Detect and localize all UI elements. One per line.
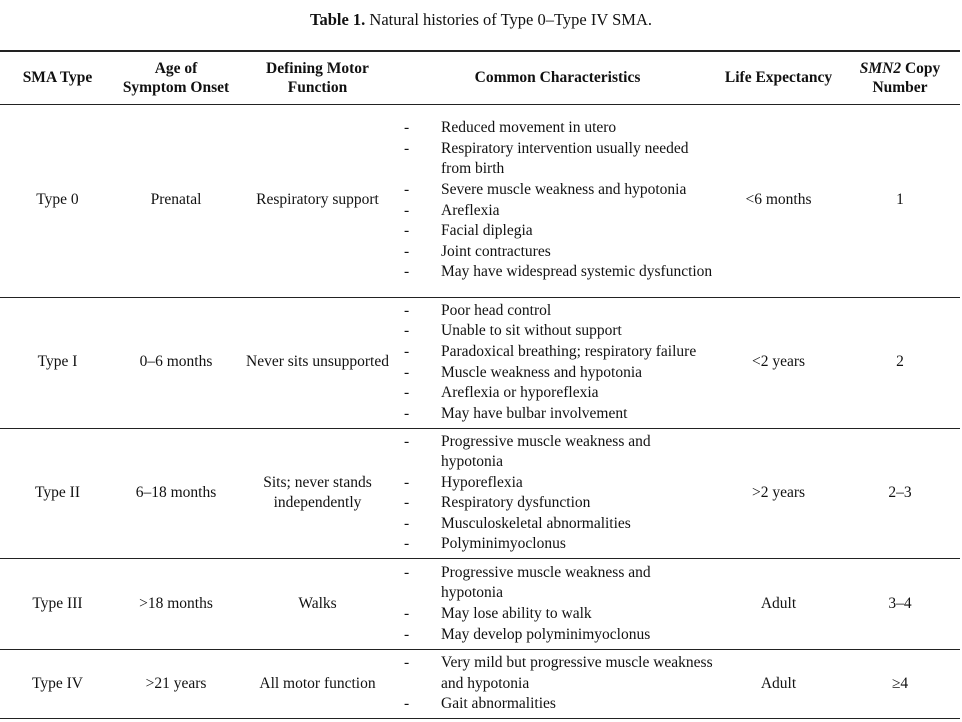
characteristic: Polyminimyoclonus	[404, 534, 713, 555]
motor-function: Walks	[298, 594, 337, 612]
characteristic: May lose ability to walk	[404, 604, 713, 625]
onset: 6–18 months	[135, 483, 217, 501]
characteristic: Musculoskeletal abnormalities	[404, 514, 713, 535]
onset: 0–6 months	[139, 353, 213, 371]
characteristic: Very mild but progressive muscle weaknes…	[404, 653, 713, 694]
header-text: SMN2	[859, 59, 902, 77]
header-text: Defining Motor Function	[266, 59, 369, 96]
sma-type: Type I	[37, 353, 78, 371]
table-row: Type III >18 months Walks Progressive muscl…	[0, 559, 960, 650]
characteristic: Reduced movement in utero	[404, 118, 713, 139]
table-row: Type I 0–6 months Never sits unsupported Po…	[0, 297, 960, 428]
column-header: Age of Symptom Onset	[115, 51, 237, 104]
header-text: Copy Number	[872, 59, 941, 96]
table-body: Type 0 Prenatal Respiratory support Reduced…	[0, 104, 960, 719]
header-row: SMA Type Age of Symptom Onset Defining Mot…	[0, 51, 960, 104]
characteristics-list: Poor head controlUnable to sit without s…	[404, 301, 713, 425]
header-text: SMA Type	[22, 69, 93, 87]
onset: Prenatal	[150, 191, 202, 209]
copy-number: 3–4	[888, 594, 912, 612]
caption-label: Table 1.	[309, 10, 366, 29]
characteristic: Unable to sit without support	[404, 321, 713, 342]
header-text: Life Expectancy	[724, 69, 833, 87]
header-text: Age of Symptom Onset	[122, 59, 230, 96]
characteristic: Progressive muscle weakness and hypotoni…	[404, 563, 713, 604]
column-header: SMA Type	[0, 51, 115, 104]
life-expectancy: <2 years	[751, 353, 806, 371]
characteristics: Very mild but progressive muscle weaknes…	[398, 650, 717, 719]
table-row: Type IV >21 years All motor function Very m…	[0, 650, 960, 719]
characteristic: Areflexia	[404, 201, 713, 222]
characteristics: Reduced movement in uteroRespiratory int…	[398, 104, 717, 297]
header-text: Common Characteristics	[474, 69, 641, 87]
characteristic: Progressive muscle weakness and hypotoni…	[404, 432, 713, 473]
characteristic: Respiratory intervention usually needed …	[404, 139, 713, 180]
characteristic: Severe muscle weakness and hypotonia	[404, 180, 713, 201]
characteristic: Gait abnormalities	[404, 694, 713, 715]
characteristics-list: Very mild but progressive muscle weaknes…	[404, 653, 713, 715]
life-expectancy: <6 months	[745, 191, 812, 209]
table-row: Type 0 Prenatal Respiratory support Reduced…	[0, 104, 960, 297]
sma-type: Type IV	[32, 674, 83, 692]
characteristic: Areflexia or hyporeflexia	[404, 383, 713, 404]
characteristic: Respiratory dysfunction	[404, 493, 713, 514]
column-header: SMN2 Copy Number	[840, 51, 960, 104]
onset: >18 months	[139, 594, 213, 612]
sma-type: Type II	[35, 483, 80, 501]
life-expectancy: Adult	[760, 674, 797, 692]
characteristics-list: Progressive muscle weakness and hypotoni…	[404, 432, 713, 556]
onset: >21 years	[145, 674, 207, 692]
column-header: Common Characteristics	[398, 51, 717, 104]
characteristic: Poor head control	[404, 301, 713, 322]
caption: Table 1. Natural histories of Type 0–Typ…	[0, 10, 962, 30]
characteristics-list: Progressive muscle weakness and hypotoni…	[404, 563, 713, 645]
motor-function: All motor function	[259, 674, 376, 692]
copy-number: 1	[896, 191, 904, 209]
copy-number: 2	[896, 353, 904, 371]
life-expectancy: >2 years	[751, 483, 806, 501]
sma-type: Type 0	[36, 191, 79, 209]
table: SMA Type Age of Symptom Onset Defining Mot…	[0, 50, 960, 719]
characteristic: May have widespread systemic dysfunction	[404, 262, 713, 283]
table-row: Type II 6–18 months Sits; never stands ind…	[0, 428, 960, 559]
characteristics: Poor head controlUnable to sit without s…	[398, 297, 717, 428]
characteristic: Hyporeflexia	[404, 473, 713, 494]
copy-number: ≥4	[891, 674, 909, 692]
characteristic: Muscle weakness and hypotonia	[404, 363, 713, 384]
characteristics-list: Reduced movement in uteroRespiratory int…	[404, 118, 713, 283]
characteristics: Progressive muscle weakness and hypotoni…	[398, 559, 717, 650]
copy-number: 2–3	[888, 483, 912, 501]
motor-function: Never sits unsupported	[246, 353, 389, 371]
characteristics: Progressive muscle weakness and hypotoni…	[398, 428, 717, 559]
characteristic: Paradoxical breathing; respiratory failu…	[404, 342, 713, 363]
characteristic: Joint contractures	[404, 242, 713, 263]
life-expectancy: Adult	[760, 594, 797, 612]
motor-function: Sits; never stands independently	[263, 473, 372, 512]
caption-text: Natural histories of Type 0–Type IV SMA.	[365, 10, 653, 29]
sma-type: Type III	[32, 594, 83, 612]
characteristic: May have bulbar involvement	[404, 404, 713, 425]
column-header: Defining Motor Function	[237, 51, 398, 104]
column-header: Life Expectancy	[717, 51, 840, 104]
characteristic: May develop polyminimyoclonus	[404, 625, 713, 646]
characteristic: Facial diplegia	[404, 221, 713, 242]
motor-function: Respiratory support	[256, 191, 379, 209]
